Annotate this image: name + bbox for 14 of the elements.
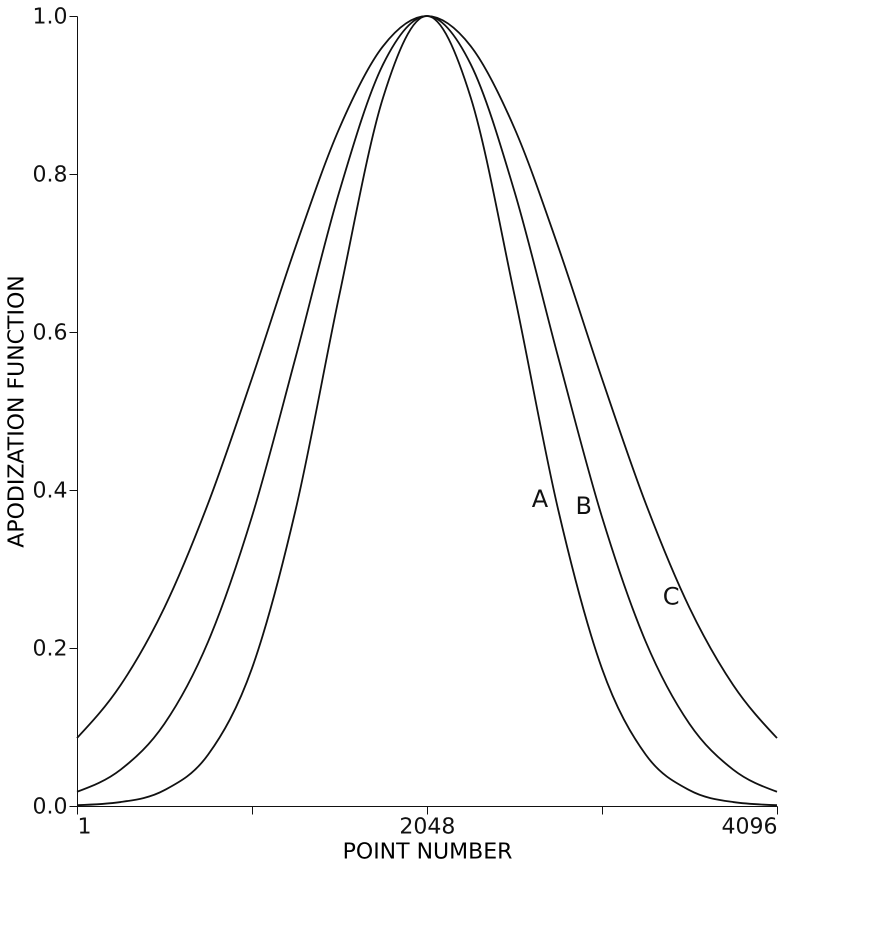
x-tick-label: 2048 [399,814,456,840]
series-label: B [575,492,592,520]
x-axis-title: POINT NUMBER [342,840,512,864]
y-tick-label: 0.2 [32,636,68,662]
y-tick-label: 1.0 [32,4,68,30]
y-tick-label: 0.4 [32,478,68,504]
series-label: A [532,484,549,513]
x-tick-label: 4096 [722,814,778,840]
y-axis-title: APODIZATION FUNCTION [4,275,30,548]
series-label: C [662,582,680,611]
y-tick-label: 0.6 [32,320,68,346]
y-tick-label: 0.0 [32,794,68,820]
x-tick-label: 1 [78,814,92,840]
y-tick-label: 0.8 [32,162,68,188]
